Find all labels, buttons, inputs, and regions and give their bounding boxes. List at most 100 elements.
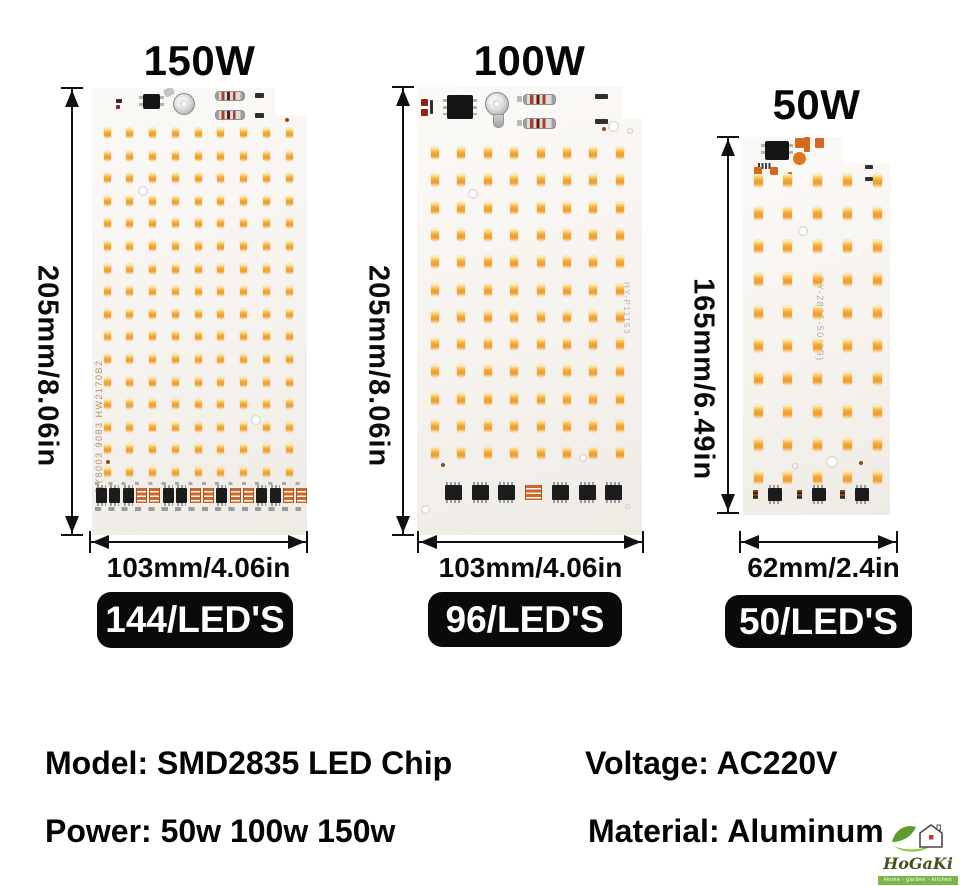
led-chip — [431, 310, 439, 323]
led-chip — [615, 174, 624, 187]
led-chip — [431, 283, 439, 296]
led-chip — [483, 147, 492, 159]
dimension-line — [740, 541, 897, 543]
led-chip — [217, 173, 225, 184]
dimension-tick — [392, 534, 414, 536]
led-chip — [842, 305, 852, 319]
led-chip — [589, 365, 598, 378]
led-chip — [872, 272, 882, 286]
width-dimension-50w — [739, 531, 898, 553]
solder-pad — [753, 490, 758, 499]
led-chip — [753, 470, 763, 484]
arrow-down-icon — [396, 516, 410, 533]
led-chip — [813, 173, 823, 187]
led-chip — [510, 283, 519, 296]
led-chip — [510, 420, 519, 432]
resistor-array — [189, 488, 201, 503]
led-chip — [126, 467, 134, 477]
led-chip — [217, 195, 225, 206]
led-chip — [842, 206, 852, 220]
led-chip — [563, 447, 571, 460]
led-chip — [615, 310, 624, 323]
led-chip — [126, 399, 134, 410]
driver-ic — [578, 482, 596, 503]
led-chip — [194, 241, 202, 251]
led-chip — [457, 310, 466, 323]
led-chip — [510, 447, 519, 460]
smd-component — [754, 167, 762, 175]
led-chip — [285, 331, 293, 342]
led-chip — [126, 195, 134, 206]
led-chip — [536, 174, 545, 187]
spec-model: Model: SMD2835 LED Chip — [45, 745, 453, 781]
mounting-hole — [579, 454, 587, 462]
led-chip — [240, 173, 247, 184]
led-chip — [149, 218, 156, 229]
arrow-left-icon — [92, 535, 109, 549]
led-chip — [240, 467, 247, 477]
mounting-hole — [798, 226, 808, 236]
led-chip — [510, 392, 519, 405]
resistor — [215, 91, 245, 101]
led-chip — [171, 308, 179, 319]
led-chip — [262, 241, 270, 251]
led-chip — [194, 308, 202, 319]
led-chip — [194, 467, 202, 477]
capacitor — [793, 152, 806, 165]
led-chip — [171, 354, 179, 364]
led-chip — [536, 256, 545, 269]
smd-component — [865, 177, 873, 181]
led-chip — [262, 195, 270, 206]
driver-ic — [109, 485, 121, 506]
led-chip — [103, 331, 111, 342]
solder-dot — [285, 118, 289, 122]
led-chip — [615, 256, 624, 269]
led-chip — [842, 272, 852, 286]
led-count-badge-150w: 144/LED'S — [97, 592, 293, 648]
led-chip — [615, 392, 624, 405]
driver-ic — [216, 485, 228, 506]
led-chip — [483, 228, 492, 241]
led-chip — [842, 470, 852, 484]
led-chip — [126, 331, 134, 342]
panel-title-50w: 50W — [772, 81, 861, 128]
led-chip — [483, 283, 492, 296]
led-chip — [842, 239, 852, 253]
led-chip — [813, 272, 823, 286]
solder-dot — [441, 463, 445, 467]
led-chip — [842, 371, 852, 385]
led-chip — [217, 331, 225, 342]
solder-dot — [602, 127, 606, 131]
smd-component — [421, 99, 428, 106]
led-chip — [483, 201, 492, 214]
led-chip — [431, 392, 439, 405]
led-chip — [285, 263, 293, 274]
led-chip — [753, 404, 763, 418]
led-chip — [589, 310, 598, 323]
led-chip — [510, 256, 519, 269]
resistor-array — [149, 488, 161, 503]
bridge-rectifier-ic — [139, 94, 164, 109]
resistor-array — [525, 485, 543, 500]
led-chip — [457, 174, 466, 187]
led-chip — [285, 354, 293, 364]
led-chip — [171, 150, 179, 161]
led-chip — [217, 376, 225, 387]
solder-pad — [840, 490, 845, 499]
led-chip — [872, 239, 882, 253]
silkscreen-marking: TY-2835-50(2B) — [815, 277, 825, 362]
led-chip — [813, 470, 823, 484]
led-chip — [510, 174, 519, 187]
led-chip — [753, 272, 763, 286]
dimension-tick — [61, 534, 83, 536]
led-chip — [431, 338, 439, 351]
arrow-up-icon — [721, 139, 735, 156]
led-chip — [240, 421, 247, 432]
led-chip — [431, 228, 439, 241]
smd-component — [795, 138, 804, 148]
led-chip — [842, 437, 852, 451]
arrow-right-icon — [624, 535, 641, 549]
led-count-badge-100w: 96/LED'S — [428, 592, 622, 647]
mounting-hole — [625, 504, 630, 509]
led-chip — [285, 399, 293, 410]
